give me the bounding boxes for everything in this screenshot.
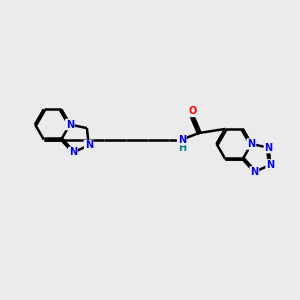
Text: O: O xyxy=(188,106,197,116)
Text: N: N xyxy=(69,148,77,158)
Text: N: N xyxy=(178,135,186,145)
Text: N: N xyxy=(85,140,93,150)
Text: N: N xyxy=(266,160,274,170)
Text: N: N xyxy=(66,119,74,130)
Text: H: H xyxy=(178,143,186,153)
Text: N: N xyxy=(247,139,256,149)
Text: N: N xyxy=(264,142,272,153)
Text: N: N xyxy=(250,167,258,177)
